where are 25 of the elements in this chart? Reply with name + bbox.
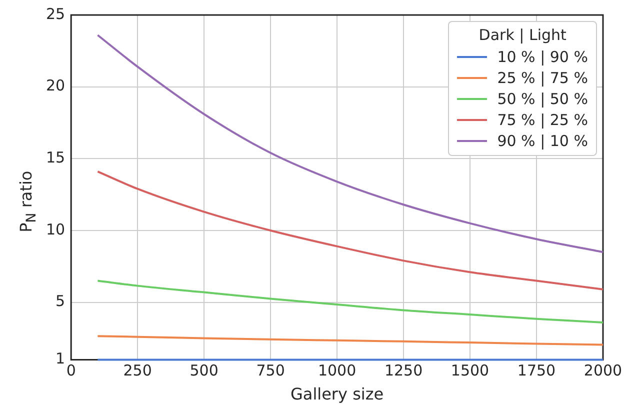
x-tick-label: 1750 — [517, 362, 556, 380]
legend-label: 25 % | 75 % — [497, 68, 588, 86]
y-tick-label: 10 — [46, 220, 66, 238]
legend-label: 10 % | 90 % — [497, 48, 588, 66]
y-tick-label: 5 — [56, 292, 66, 310]
x-tick-label: 2000 — [584, 362, 622, 380]
line-series — [96, 170, 604, 290]
y-tick-label: 20 — [46, 76, 66, 95]
x-tick-label: 1250 — [384, 362, 423, 380]
x-tick-label: 1500 — [450, 362, 490, 380]
x-axis-title: Gallery size — [290, 384, 384, 404]
y-tick-label: 1 — [56, 350, 66, 368]
y-tick-label: 25 — [46, 4, 66, 23]
legend-label: 50 % | 50 % — [497, 90, 588, 108]
x-tick-label: 750 — [256, 362, 285, 380]
legend-label: 90 % | 10 % — [497, 132, 588, 150]
line-series — [96, 335, 604, 346]
x-tick-label: 500 — [190, 362, 218, 380]
x-tick-label: 0 — [66, 362, 76, 380]
x-tick-label: 250 — [123, 362, 152, 380]
legend-label: 75 % | 25 % — [497, 110, 588, 128]
legend-title: Dark | Light — [478, 26, 568, 44]
line-series — [96, 280, 604, 324]
y-tick-label: 15 — [46, 148, 66, 167]
x-tick-label: 1000 — [318, 362, 356, 380]
